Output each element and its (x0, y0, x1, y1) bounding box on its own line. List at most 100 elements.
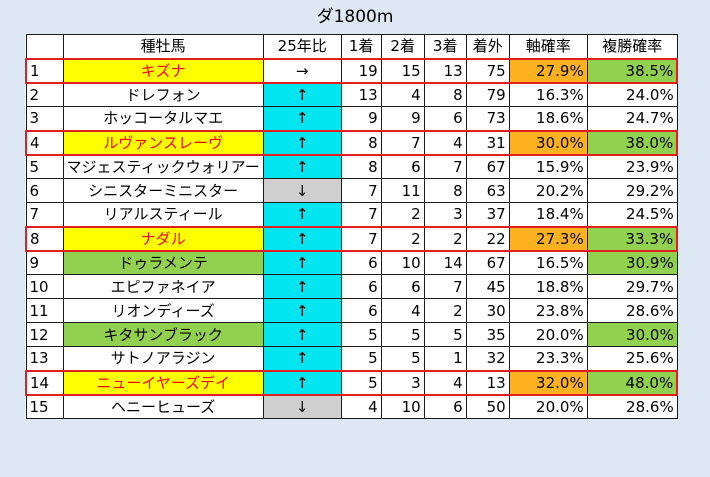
trend-arrow: ↑ (262, 82, 342, 107)
trend-arrow: ↑ (262, 154, 342, 179)
stallion-name: ルヴァンスレーヴ (62, 129, 264, 156)
out-count: 37 (465, 202, 510, 227)
row-index: 1 (25, 57, 64, 84)
third-count: 8 (423, 178, 467, 203)
trend-arrow: ↑ (262, 129, 342, 156)
row-index: 13 (25, 346, 64, 371)
out-count: 67 (465, 250, 510, 275)
trend-arrow: ↑ (262, 346, 342, 371)
out-count: 32 (465, 346, 510, 371)
table-row: 10 エピファネイア ↑ 6 6 7 45 18.8% 29.7% (25, 274, 678, 299)
out-count: 79 (465, 82, 510, 107)
place-rate: 23.9% (586, 154, 678, 179)
table-row: 3 ホッコータルマエ ↑ 9 9 6 73 18.6% 24.7% (25, 106, 678, 131)
row-index: 7 (25, 202, 64, 227)
first-count: 7 (340, 178, 382, 203)
row-index: 8 (25, 225, 64, 252)
first-count: 4 (340, 394, 382, 419)
header-third: 3着 (423, 34, 467, 59)
stallion-stats-table: 種牡馬 25年比 1着 2着 3着 着外 軸確率 複勝確率 1 キズナ → 19 15 1… (25, 34, 679, 419)
place-rate: 24.5% (586, 202, 678, 227)
table-row: 11 リオンディーズ ↑ 6 4 2 30 23.8% 28.6% (25, 298, 678, 323)
third-count: 3 (423, 202, 467, 227)
place-rate: 29.7% (586, 274, 678, 299)
stallion-name: マジェスティックウォリアー (62, 154, 264, 179)
second-count: 15 (380, 57, 425, 84)
trend-arrow: ↑ (262, 298, 342, 323)
stallion-name: エピファネイア (62, 274, 264, 299)
trend-arrow: ↑ (262, 250, 342, 275)
first-count: 5 (340, 322, 382, 347)
place-rate: 28.6% (586, 394, 678, 419)
stallion-name: ホッコータルマエ (62, 106, 264, 131)
stallion-name: ナダル (62, 225, 264, 252)
axis-rate: 23.8% (508, 298, 588, 323)
second-count: 5 (380, 322, 425, 347)
row-index: 15 (25, 394, 64, 419)
axis-rate: 20.0% (508, 322, 588, 347)
axis-rate: 18.8% (508, 274, 588, 299)
second-count: 4 (380, 82, 425, 107)
row-index: 9 (25, 250, 64, 275)
stallion-name: リオンディーズ (62, 298, 264, 323)
out-count: 75 (465, 57, 510, 84)
header-stallion: 種牡馬 (62, 34, 264, 59)
table-row: 4 ルヴァンスレーヴ ↑ 8 7 4 31 30.0% 38.0% (25, 129, 679, 156)
axis-rate: 20.2% (508, 178, 588, 203)
second-count: 9 (380, 106, 425, 131)
place-rate: 33.3% (586, 225, 679, 252)
second-count: 2 (380, 225, 425, 252)
row-index: 4 (25, 129, 64, 156)
row-index: 3 (25, 106, 64, 131)
first-count: 6 (340, 274, 382, 299)
row-index: 14 (25, 369, 64, 396)
axis-rate: 16.3% (508, 82, 588, 107)
second-count: 10 (380, 250, 425, 275)
axis-rate: 20.0% (508, 394, 588, 419)
third-count: 1 (423, 346, 467, 371)
out-count: 50 (465, 394, 510, 419)
place-rate: 29.2% (586, 178, 678, 203)
stallion-name: キタサンブラック (62, 322, 264, 347)
place-rate: 30.0% (586, 322, 678, 347)
trend-arrow: ↑ (262, 369, 342, 396)
table-row: 9 ドゥラメンテ ↑ 6 10 14 67 16.5% 30.9% (25, 250, 678, 275)
first-count: 8 (340, 129, 382, 156)
table-row: 1 キズナ → 19 15 13 75 27.9% 38.5% (25, 57, 679, 84)
third-count: 6 (423, 106, 467, 131)
stallion-name: ヘニーヒューズ (62, 394, 264, 419)
place-rate: 48.0% (586, 369, 679, 396)
axis-rate: 16.5% (508, 250, 588, 275)
third-count: 6 (423, 394, 467, 419)
second-count: 7 (380, 129, 425, 156)
table-row: 13 サトノアラジン ↑ 5 5 1 32 23.3% 25.6% (25, 346, 678, 371)
second-count: 2 (380, 202, 425, 227)
place-rate: 24.7% (586, 106, 678, 131)
row-index: 2 (25, 82, 64, 107)
third-count: 4 (423, 129, 467, 156)
first-count: 7 (340, 202, 382, 227)
row-index: 5 (25, 154, 64, 179)
place-rate: 28.6% (586, 298, 678, 323)
second-count: 3 (380, 369, 425, 396)
table-row: 12 キタサンブラック ↑ 5 5 5 35 20.0% 30.0% (25, 322, 678, 347)
header-first: 1着 (340, 34, 382, 59)
third-count: 4 (423, 369, 467, 396)
stallion-name: サトノアラジン (62, 346, 264, 371)
trend-arrow: ↓ (262, 178, 342, 203)
header-second: 2着 (380, 34, 425, 59)
stallion-name: キズナ (62, 57, 264, 84)
first-count: 19 (340, 57, 382, 84)
third-count: 2 (423, 298, 467, 323)
second-count: 11 (380, 178, 425, 203)
place-rate: 24.0% (586, 82, 678, 107)
second-count: 6 (380, 154, 425, 179)
header-axis-rate: 軸確率 (508, 34, 588, 59)
header-vs-2025: 25年比 (262, 34, 342, 59)
first-count: 5 (340, 369, 382, 396)
table-title: ダ1800m (316, 7, 394, 27)
row-index: 10 (25, 274, 64, 299)
stallion-name: リアルスティール (62, 202, 264, 227)
table-row: 14 ニューイヤーズデイ ↑ 5 3 4 13 32.0% 48.0% (25, 369, 679, 396)
first-count: 5 (340, 346, 382, 371)
